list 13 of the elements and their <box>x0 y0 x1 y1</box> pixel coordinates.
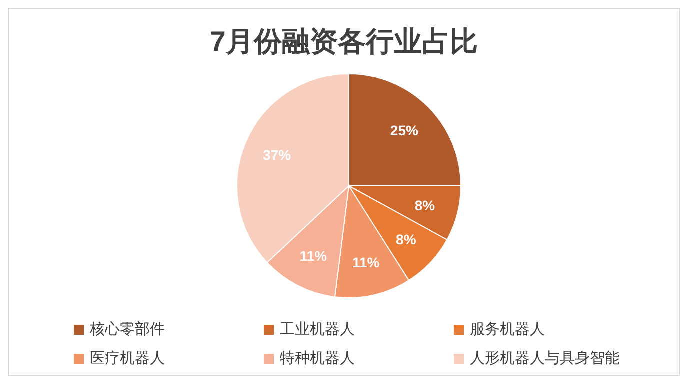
legend-label: 特种机器人 <box>280 349 355 368</box>
data-label: 25% <box>390 122 419 139</box>
data-label: 11% <box>300 248 328 264</box>
legend-label: 核心零部件 <box>90 320 165 339</box>
data-label: 8% <box>396 232 417 248</box>
data-label: 8% <box>414 197 436 214</box>
chart-title: 7月份融资各行业占比 <box>209 25 479 59</box>
legend-label: 工业机器人 <box>280 320 355 339</box>
legend-label: 医疗机器人 <box>90 349 165 368</box>
legend-label: 服务机器人 <box>470 320 545 339</box>
data-label: 37% <box>263 146 292 163</box>
data-label: 11% <box>352 254 380 271</box>
legend-label: 人形机器人与具身智能 <box>470 349 620 368</box>
